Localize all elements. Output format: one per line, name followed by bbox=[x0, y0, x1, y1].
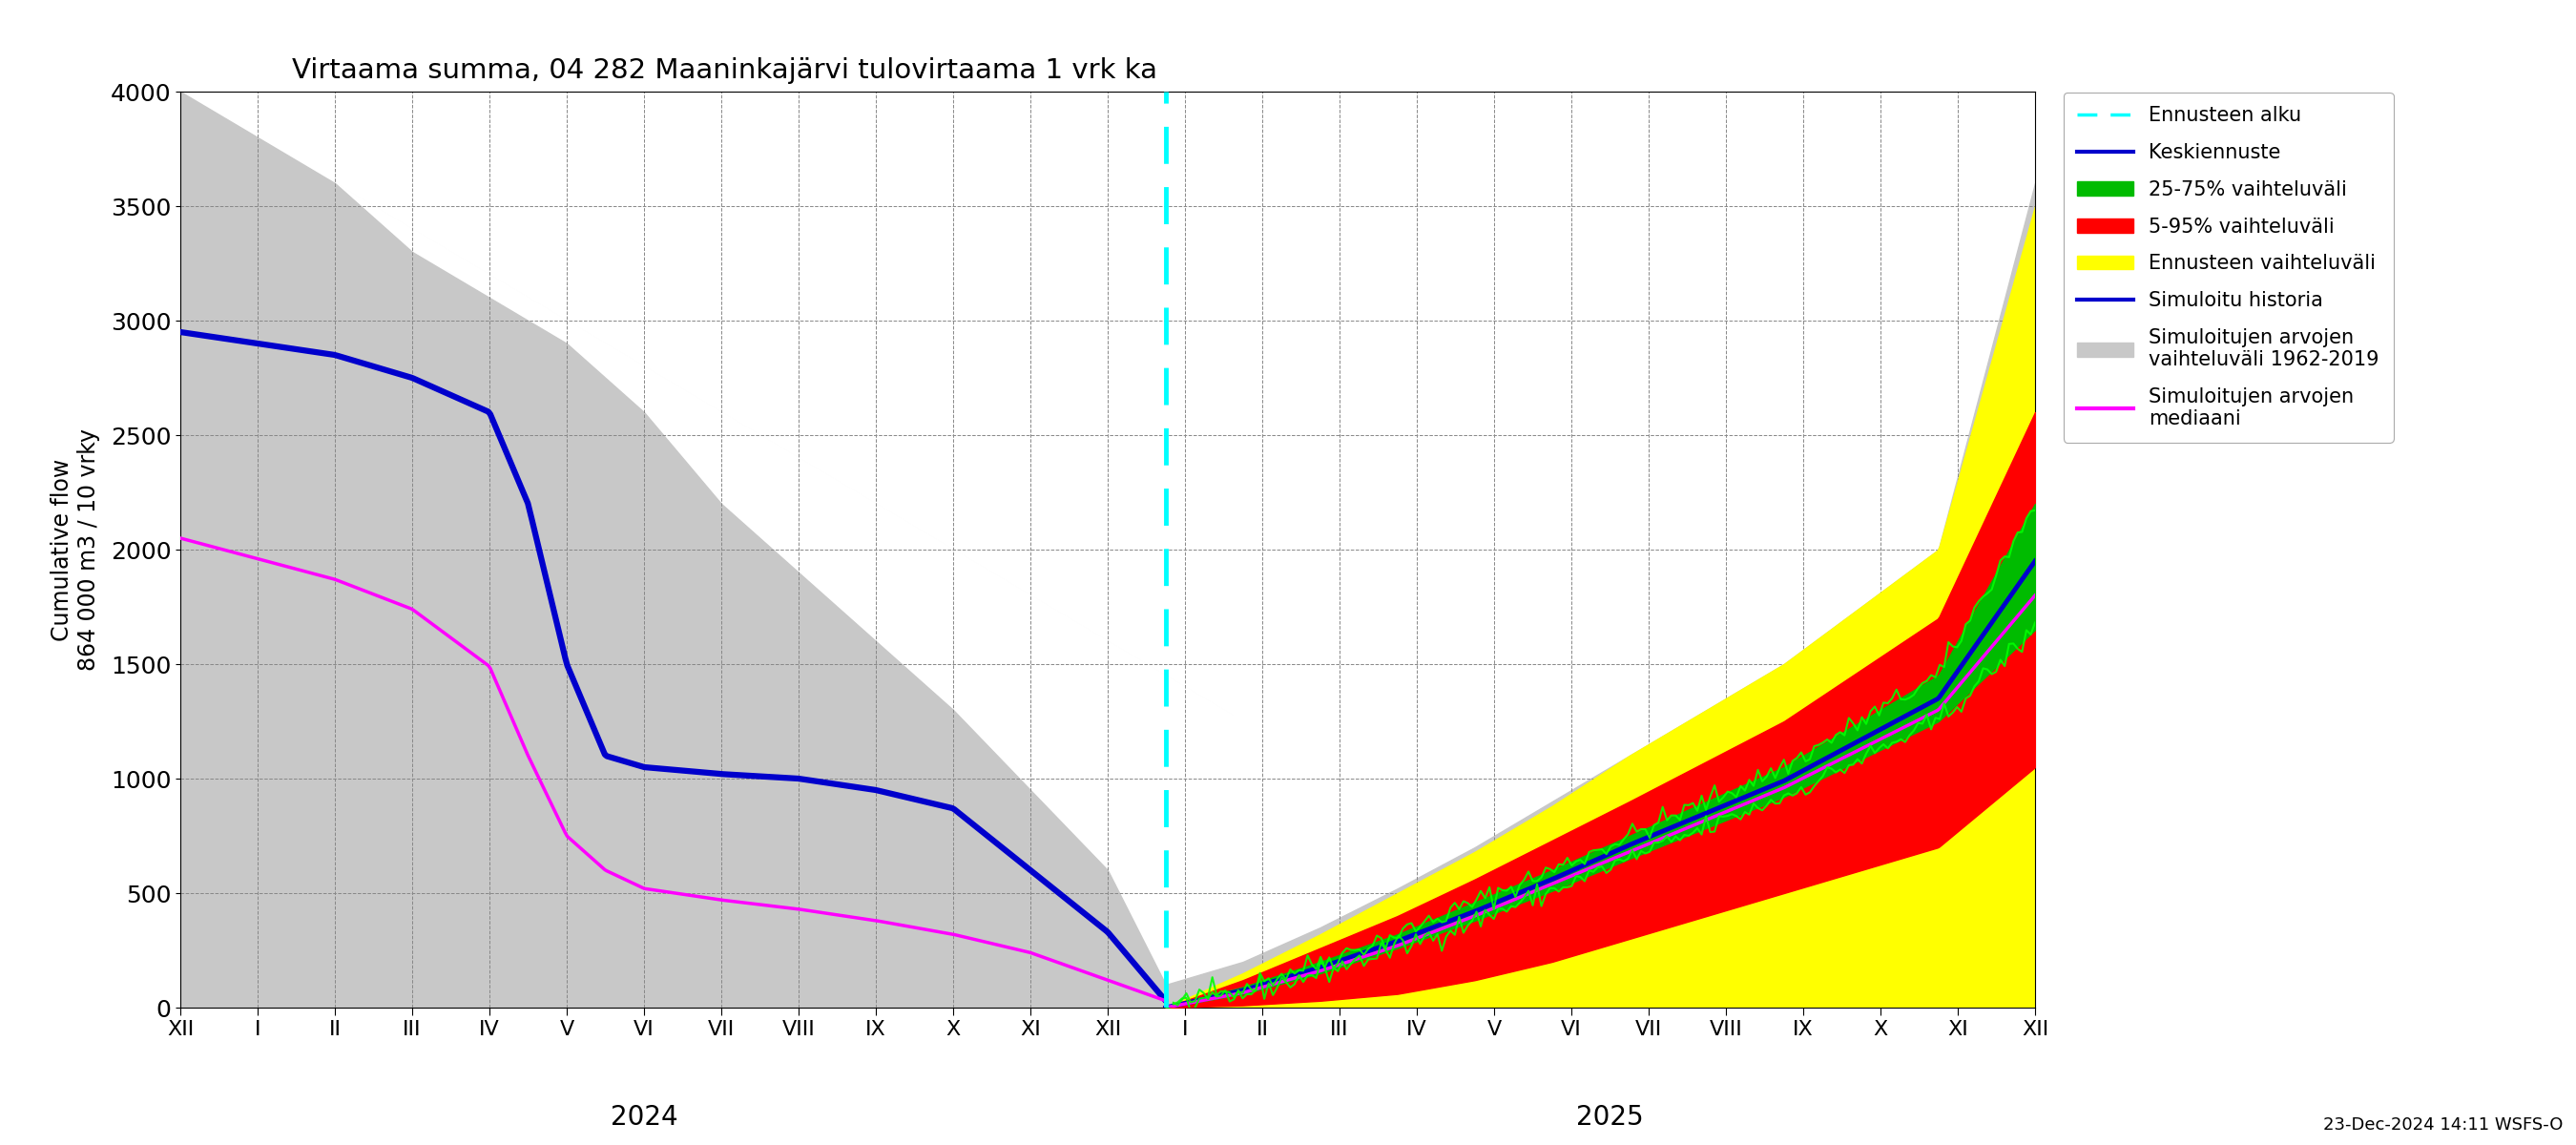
Text: 2024: 2024 bbox=[611, 1104, 677, 1130]
Text: 2025: 2025 bbox=[1577, 1104, 1643, 1130]
Y-axis label: Cumulative flow
864 000 m3 / 10 vrky: Cumulative flow 864 000 m3 / 10 vrky bbox=[52, 428, 100, 671]
Text: Virtaama summa, 04 282 Maaninkajärvi tulovirtaama 1 vrk ka: Virtaama summa, 04 282 Maaninkajärvi tul… bbox=[291, 57, 1157, 84]
Text: 23-Dec-2024 14:11 WSFS-O: 23-Dec-2024 14:11 WSFS-O bbox=[2324, 1116, 2563, 1134]
Legend: Ennusteen alku, Keskiennuste, 25-75% vaihteluväli, 5-95% vaihteluväli, Ennusteen: Ennusteen alku, Keskiennuste, 25-75% vai… bbox=[2063, 93, 2393, 442]
